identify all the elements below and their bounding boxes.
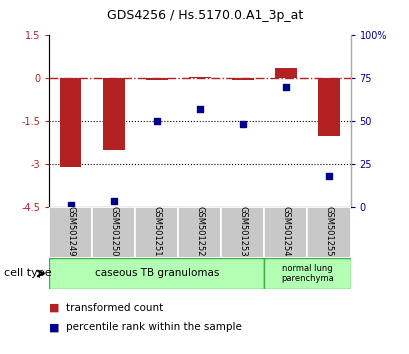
Bar	[103, 78, 124, 150]
Bar	[264, 207, 307, 258]
Bar	[60, 78, 81, 167]
Point	[325, 173, 332, 179]
Text: GSM501253: GSM501253	[238, 206, 247, 257]
Point	[153, 118, 160, 124]
Bar	[49, 207, 92, 258]
Text: ■: ■	[49, 303, 60, 313]
Text: GSM501250: GSM501250	[109, 206, 118, 257]
Bar	[317, 78, 339, 136]
Bar	[189, 77, 210, 78]
Text: ■: ■	[49, 322, 60, 332]
Bar	[231, 78, 253, 80]
Bar	[49, 258, 264, 289]
Text: GDS4256 / Hs.5170.0.A1_3p_at: GDS4256 / Hs.5170.0.A1_3p_at	[107, 9, 302, 22]
Point	[196, 107, 203, 112]
Text: GSM501251: GSM501251	[152, 206, 161, 257]
Bar	[274, 68, 296, 78]
Text: GSM501255: GSM501255	[324, 206, 333, 257]
Text: cell type: cell type	[4, 268, 52, 279]
Point	[110, 198, 117, 204]
Text: transformed count: transformed count	[66, 303, 163, 313]
Point	[239, 121, 246, 127]
Bar	[178, 207, 221, 258]
Bar	[146, 78, 167, 80]
Text: percentile rank within the sample: percentile rank within the sample	[66, 322, 242, 332]
Bar	[264, 258, 350, 289]
Text: normal lung
parenchyma: normal lung parenchyma	[281, 264, 333, 283]
Text: GSM501254: GSM501254	[281, 206, 290, 257]
Bar	[221, 207, 264, 258]
Bar	[92, 207, 135, 258]
Bar	[135, 207, 178, 258]
Text: GSM501252: GSM501252	[195, 206, 204, 257]
Bar	[307, 207, 350, 258]
Point	[282, 84, 289, 90]
Point	[67, 202, 74, 207]
Text: caseous TB granulomas: caseous TB granulomas	[94, 268, 218, 279]
Text: GSM501249: GSM501249	[66, 206, 75, 257]
